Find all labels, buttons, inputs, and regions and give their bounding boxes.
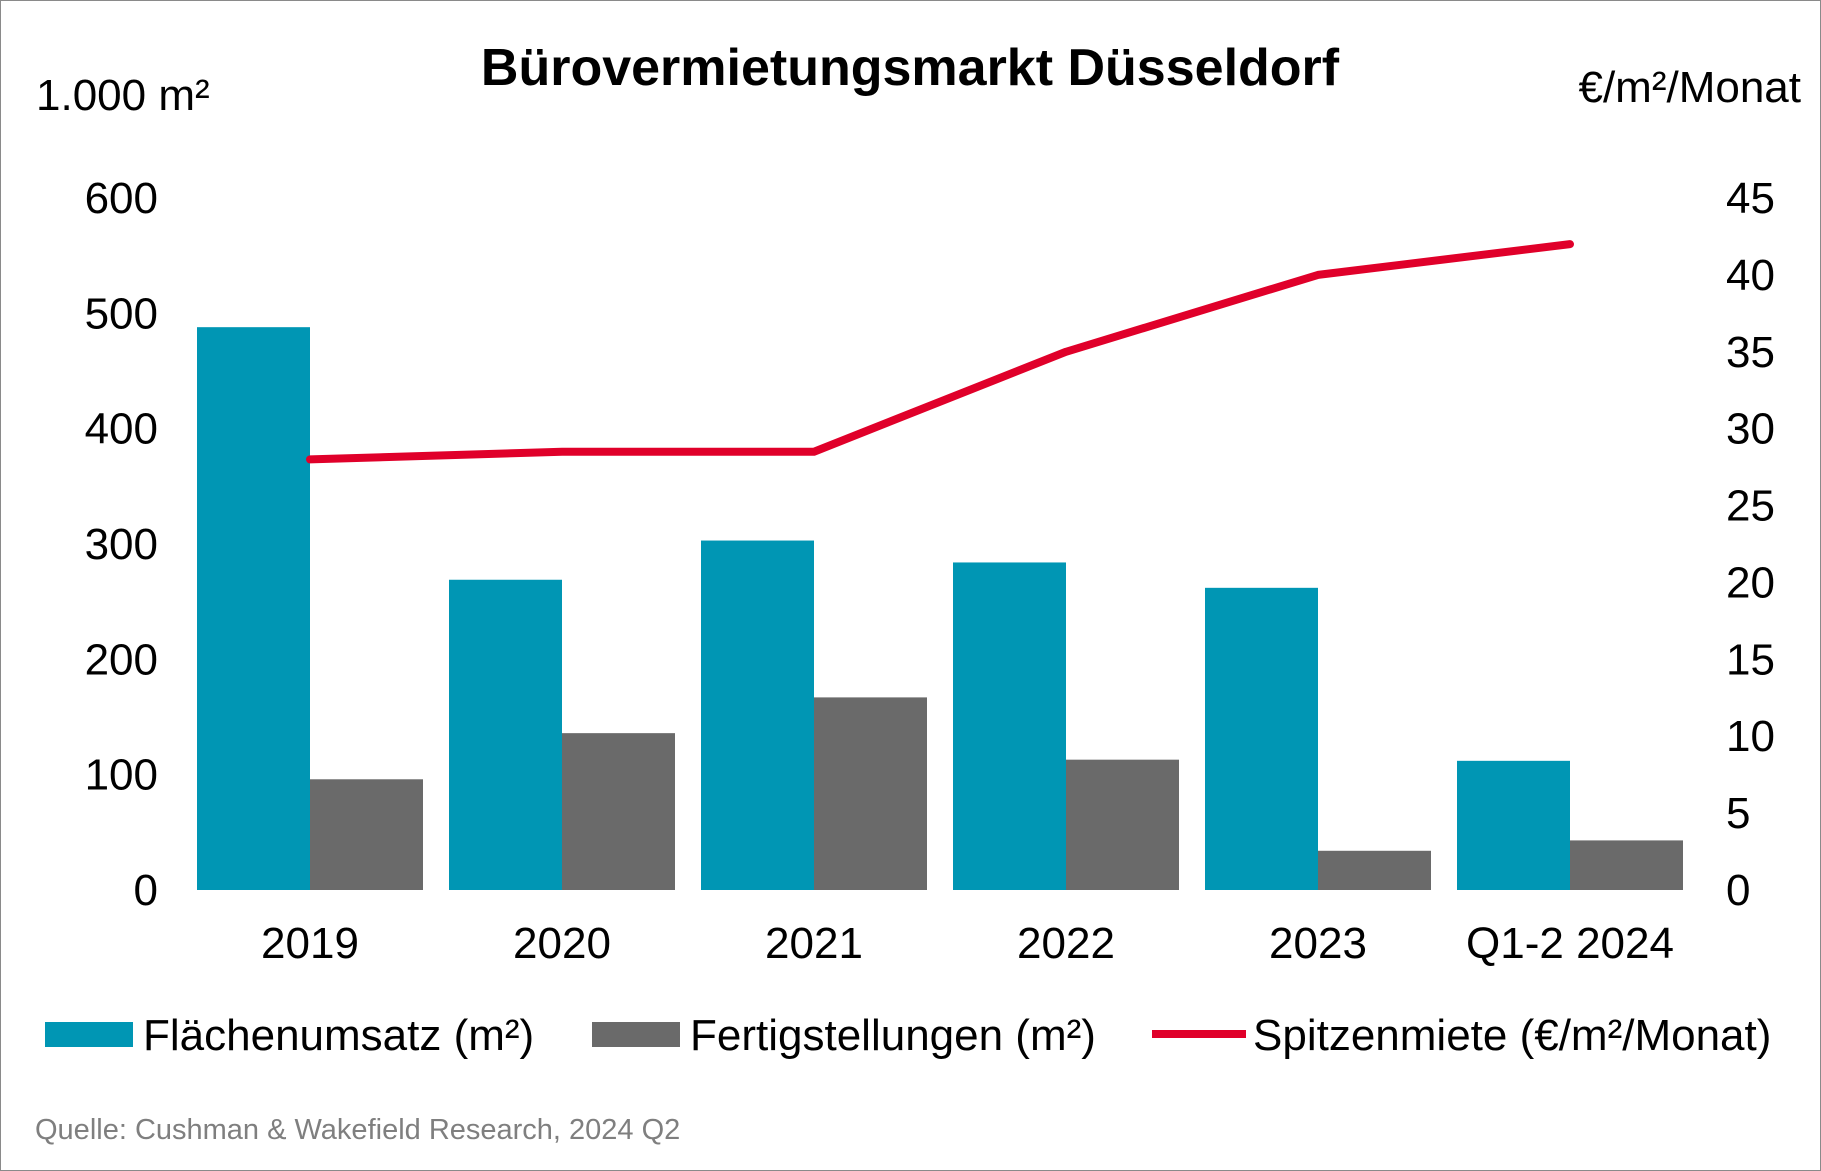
- left-axis-ticks: 0 100 200 300 400 500 600: [85, 174, 158, 915]
- left-tick-label: 0: [134, 866, 158, 915]
- legend-label-flaechenumsatz: Flächenumsatz (m²): [143, 1011, 534, 1060]
- source-note: Quelle: Cushman & Wakefield Research, 20…: [35, 1114, 680, 1146]
- bar-fertigstellungen-Q1-2-2024: [1570, 840, 1683, 890]
- bar-flaechenumsatz-2020: [449, 579, 562, 890]
- line-layer: [306, 240, 1574, 464]
- x-tick-label: Q1-2 2024: [1466, 919, 1674, 968]
- legend-swatch-fertigstellungen: [592, 1022, 680, 1047]
- x-tick-label: 2020: [513, 919, 611, 968]
- left-tick-label: 600: [85, 174, 158, 223]
- legend-label-fertigstellungen: Fertigstellungen (m²): [690, 1011, 1096, 1060]
- right-tick-label: 10: [1726, 712, 1775, 761]
- right-axis-unit: €/m²/Monat: [1578, 63, 1801, 112]
- right-tick-label: 30: [1726, 405, 1775, 454]
- legend: Flächenumsatz (m²) Fertigstellungen (m²)…: [45, 1011, 1771, 1060]
- bar-flaechenumsatz-2021: [701, 540, 814, 890]
- right-tick-label: 20: [1726, 558, 1775, 607]
- left-tick-label: 400: [85, 405, 158, 454]
- right-axis-ticks: 0 5 10 15 20 25 30 35 40 45: [1726, 174, 1775, 915]
- legend-item-flaechenumsatz: Flächenumsatz (m²): [45, 1011, 534, 1060]
- chart-title: Bürovermietungsmarkt Düsseldorf: [481, 39, 1340, 97]
- bar-fertigstellungen-2022: [1066, 759, 1179, 890]
- right-tick-label: 45: [1726, 174, 1775, 223]
- right-tick-label: 35: [1726, 328, 1775, 377]
- bar-flaechenumsatz-2019: [197, 327, 310, 890]
- x-axis-ticks: 2019 2020 2021 2022 2023 Q1-2 2024: [261, 919, 1674, 968]
- bars-layer: [197, 327, 1683, 890]
- left-tick-label: 500: [85, 289, 158, 338]
- bar-fertigstellungen-2023: [1318, 850, 1431, 890]
- left-axis-unit: 1.000 m²: [36, 71, 210, 120]
- bar-fertigstellungen-2019: [310, 779, 423, 890]
- bar-flaechenumsatz-2022: [953, 562, 1066, 890]
- bar-flaechenumsatz-2023: [1205, 587, 1318, 890]
- x-tick-label: 2022: [1017, 919, 1115, 968]
- left-tick-label: 200: [85, 635, 158, 684]
- right-tick-label: 0: [1726, 866, 1750, 915]
- bar-fertigstellungen-2020: [562, 733, 675, 890]
- x-tick-label: 2019: [261, 919, 359, 968]
- line-spitzenmiete: [306, 240, 1574, 464]
- legend-label-spitzenmiete: Spitzenmiete (€/m²/Monat): [1253, 1011, 1771, 1060]
- x-tick-label: 2023: [1269, 919, 1367, 968]
- right-tick-label: 5: [1726, 789, 1750, 838]
- legend-swatch-flaechenumsatz: [45, 1022, 133, 1047]
- right-tick-label: 15: [1726, 635, 1775, 684]
- left-tick-label: 100: [85, 751, 158, 800]
- bar-fertigstellungen-2021: [814, 697, 927, 890]
- bar-flaechenumsatz-Q1-2-2024: [1457, 760, 1570, 890]
- legend-item-spitzenmiete: Spitzenmiete (€/m²/Monat): [1152, 1011, 1771, 1060]
- right-tick-label: 40: [1726, 251, 1775, 300]
- right-tick-label: 25: [1726, 482, 1775, 531]
- x-tick-label: 2021: [765, 919, 863, 968]
- legend-item-fertigstellungen: Fertigstellungen (m²): [592, 1011, 1096, 1060]
- left-tick-label: 300: [85, 520, 158, 569]
